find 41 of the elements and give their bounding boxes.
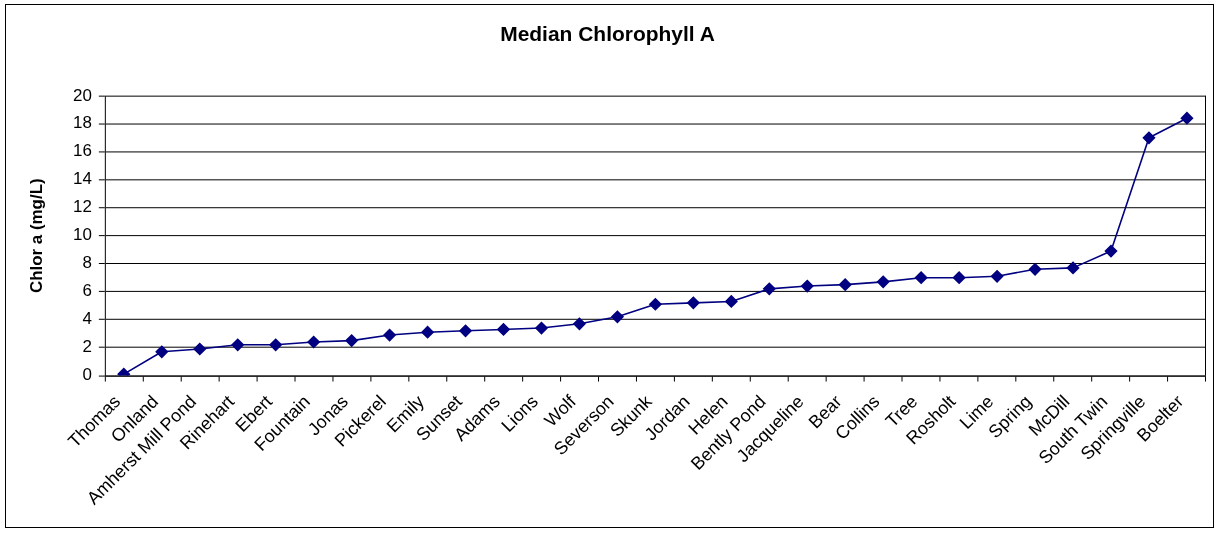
- y-tick-label: 8: [82, 253, 92, 273]
- y-tick-label: 20: [72, 85, 92, 105]
- point: [762, 282, 776, 296]
- point: [1028, 263, 1042, 276]
- y-tick-label: 4: [82, 309, 92, 329]
- point: [914, 271, 928, 284]
- point: [1066, 261, 1080, 275]
- point: [687, 296, 700, 310]
- point: [535, 321, 548, 335]
- point: [838, 278, 852, 291]
- y-tick-label: 12: [72, 197, 92, 217]
- y-tick-label: 6: [82, 281, 92, 301]
- point: [611, 310, 624, 324]
- point: [345, 334, 358, 347]
- point: [1104, 244, 1118, 258]
- point: [307, 335, 320, 349]
- point: [1142, 131, 1156, 145]
- point: [421, 325, 434, 339]
- y-tick-label: 14: [72, 169, 92, 189]
- point: [725, 295, 738, 308]
- point: [155, 345, 169, 359]
- point: [193, 342, 207, 356]
- point: [952, 271, 966, 284]
- y-tick-label: 0: [82, 365, 92, 385]
- point: [990, 270, 1004, 283]
- y-axis-title: Chlor a (mg/L): [26, 178, 46, 294]
- y-tick-label: 10: [72, 225, 92, 245]
- point: [1180, 111, 1194, 125]
- point: [459, 324, 472, 338]
- point: [497, 323, 510, 336]
- point: [269, 338, 282, 352]
- y-tick-label: 18: [72, 113, 92, 133]
- point: [800, 279, 814, 293]
- point: [383, 328, 396, 342]
- point: [573, 317, 586, 331]
- y-tick-label: 2: [82, 337, 92, 357]
- point: [649, 297, 662, 311]
- y-tick-label: 16: [72, 141, 92, 161]
- point: [231, 338, 245, 352]
- point: [876, 275, 890, 289]
- chart-title: Median Chlorophyll A: [500, 22, 715, 46]
